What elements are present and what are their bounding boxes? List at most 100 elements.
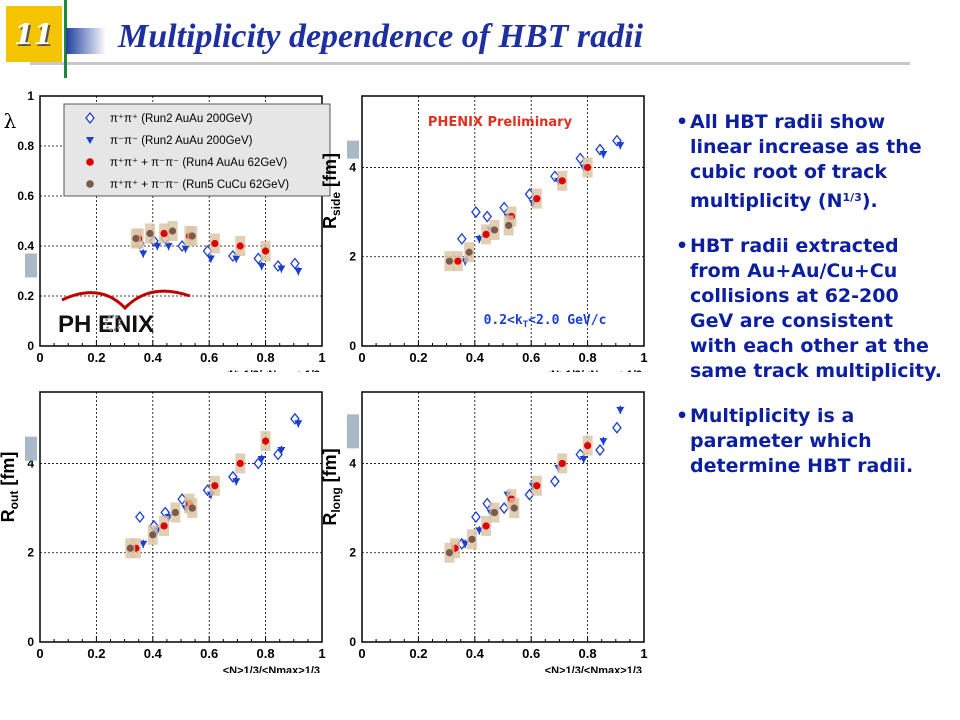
data-point-circle	[505, 221, 513, 230]
x-tick-label: 0.2	[409, 646, 427, 661]
data-point-circle	[465, 248, 473, 256]
y-tick-label: 2	[349, 546, 356, 560]
bullet-text: HBT radii extracted from Au+Au/Cu+Cu col…	[690, 235, 942, 382]
x-tick-label: 0.8	[257, 646, 275, 661]
x-axis-label: <N>1/3/<Nmax>1/3	[545, 665, 642, 673]
data-point-triangle	[257, 455, 266, 463]
x-axis-label: <N>1/3/<Nmax>1/3	[223, 369, 320, 372]
data-point-circle	[211, 482, 219, 490]
y-tick-label: 2	[349, 250, 356, 264]
x-tick-label: 1	[640, 646, 647, 661]
y-tick-label: 4	[349, 456, 356, 470]
data-point-open-diamond	[482, 210, 493, 223]
data-point-circle	[490, 508, 499, 517]
chart-panel-rlong: 0 2 4 0 0.2 0.4 0.6 0.8 1 <N>1/3/<Nmax>1/3 Rlong […	[322, 391, 648, 673]
data-point-circle	[533, 195, 541, 203]
data-point-circle	[188, 504, 196, 512]
y-tick-label: 0	[27, 339, 34, 353]
plot-frame	[361, 95, 645, 347]
data-point-circle	[584, 163, 592, 172]
data-point-triangle	[257, 263, 266, 270]
data-point-open-diamond	[134, 510, 145, 524]
data-point-circle	[445, 549, 454, 557]
data-point-circle	[236, 242, 244, 250]
data-point-open-diamond	[456, 232, 467, 245]
bullet-text: Multiplicity is a parameter which determ…	[690, 405, 914, 477]
y-tick-label: 0.4	[17, 239, 34, 253]
x-tick-label: 0.2	[87, 646, 105, 661]
chart-panel-rout: 0 2 4 0 0.2 0.4 0.6 0.8 1 <N>1/3/<Nmax>1/3 Rout [f…	[0, 391, 326, 673]
x-tick-label: 0.8	[579, 350, 597, 365]
y-tick-label: 0.8	[17, 139, 34, 153]
data-point-triangle	[139, 540, 148, 548]
data-point-open-diamond	[471, 206, 481, 219]
data-point-triangle	[153, 243, 162, 250]
preliminary-label: PHENIX Preliminary	[428, 115, 573, 130]
data-point-triangle	[164, 243, 173, 250]
systematic-band	[347, 140, 359, 159]
bullet-item: All HBT radii show linear increase as th…	[676, 110, 946, 214]
x-tick-label: 0	[36, 646, 43, 661]
data-point-circle	[236, 459, 244, 468]
data-point-circle	[558, 177, 566, 185]
y-tick-label: 4	[349, 160, 356, 174]
data-point-open-diamond	[612, 421, 622, 434]
x-tick-label: 0.6	[200, 646, 218, 661]
data-point-circle	[468, 535, 476, 543]
data-point-circle	[445, 257, 454, 265]
x-tick-label: 0.6	[522, 350, 540, 365]
chart-panel-rside: 0 2 4 0 0.2 0.4 0.6 0.8 1 <N>1/3/<Nmax>1/3 Rside […	[322, 95, 648, 372]
bullet-item: Multiplicity is a parameter which determ…	[676, 404, 946, 479]
plot-frame	[39, 391, 323, 643]
x-tick-label: 0.4	[466, 646, 485, 661]
bullet-text-tail: ).	[861, 190, 878, 212]
x-tick-label: 0.2	[409, 350, 427, 365]
y-axis-label: Rout [fm]	[0, 452, 21, 523]
x-tick-label: 0.8	[579, 646, 597, 661]
x-tick-label: 1	[640, 350, 647, 365]
x-tick-label: 0	[358, 646, 365, 661]
plot-frame	[361, 391, 645, 643]
data-point-open-diamond	[595, 443, 605, 457]
y-tick-label: 0	[27, 635, 34, 649]
y-axis-label: Rside [fm]	[322, 153, 343, 229]
x-tick-label: 1	[318, 350, 325, 365]
y-axis-label: λ	[4, 109, 17, 133]
bullet-superscript: 1/3	[842, 191, 862, 204]
y-tick-label: 0	[349, 635, 356, 649]
systematic-band	[25, 253, 37, 278]
y-axis-label-text: Rout [fm]	[0, 452, 21, 523]
slide-number: 11	[14, 18, 53, 51]
data-point-circle	[510, 504, 518, 512]
data-point-triangle	[579, 455, 588, 463]
systematic-band	[347, 414, 359, 449]
x-tick-label: 0.4	[144, 646, 163, 661]
data-point-triangle	[206, 255, 215, 263]
data-point-circle	[211, 239, 219, 248]
y-tick-label: 0.2	[17, 289, 34, 303]
legend-marker	[85, 111, 95, 125]
kt-range-label: 0.2<kT<2.0 GeV/c	[484, 313, 607, 330]
data-point-triangle	[599, 438, 608, 446]
data-point-circle	[126, 544, 134, 552]
legend-label: π⁺π⁺ + π⁻π⁻ (Run4 AuAu 62GeV)	[110, 157, 287, 169]
data-point-circle	[188, 232, 196, 240]
legend-box	[63, 103, 331, 197]
systematic-band	[25, 436, 37, 461]
slide-logo: 11	[0, 0, 910, 80]
header-rule	[30, 62, 910, 65]
data-point-circle	[149, 531, 157, 539]
data-point-circle	[558, 459, 566, 468]
data-point-triangle	[277, 265, 286, 273]
x-tick-label: 0.2	[87, 350, 105, 365]
data-point-circle	[454, 257, 462, 265]
x-tick-label: 0	[36, 350, 43, 365]
x-tick-label: 0.4	[466, 350, 485, 365]
legend-marker	[86, 137, 94, 144]
x-axis-label: <N>1/3/<Nmax>1/3	[545, 369, 642, 372]
logo-vertical-bar	[64, 0, 67, 78]
legend-marker	[86, 180, 94, 188]
y-tick-label: 0	[349, 339, 356, 353]
y-tick-label: 0.6	[17, 189, 34, 203]
data-point-triangle	[616, 142, 625, 150]
